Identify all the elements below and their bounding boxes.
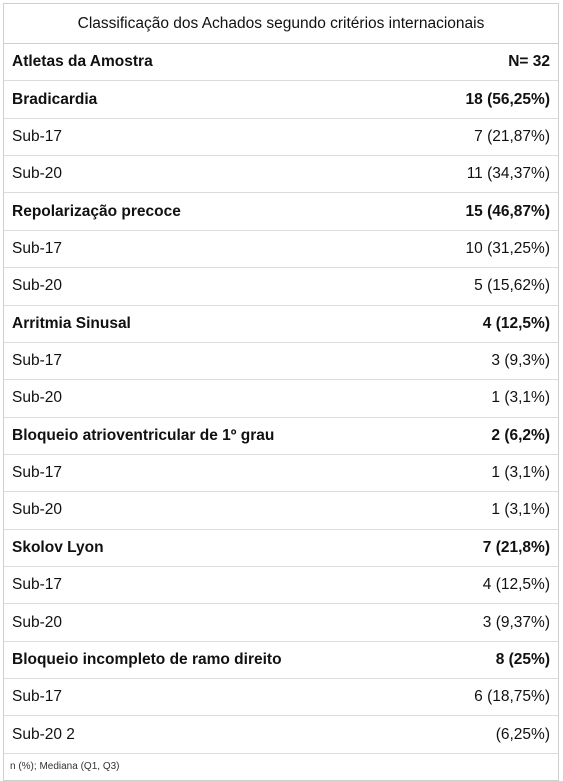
group-label: Skolov Lyon xyxy=(12,538,104,556)
group-label: Repolarização precoce xyxy=(12,202,181,220)
sub-row: Sub-20 5 (15,62%) xyxy=(4,268,558,306)
group-value: 15 (46,87%) xyxy=(465,202,550,220)
table: Classificação dos Achados segundo critér… xyxy=(3,3,559,781)
header-cell: N= 32 xyxy=(508,53,550,71)
group-row: Arritmia Sinusal 4 (12,5%) xyxy=(4,306,558,343)
group-row: Skolov Lyon 7 (21,8%) xyxy=(4,530,558,568)
group-value: 8 (25%) xyxy=(495,650,550,668)
sub-label: Sub-17 xyxy=(12,239,62,257)
sub-row: Sub-17 3 (9,3%) xyxy=(4,343,558,381)
group-value: 4 (12,5%) xyxy=(482,314,550,332)
sub-row: Sub-17 10 (31,25%) xyxy=(4,231,558,269)
sub-label: Sub-20 xyxy=(12,613,62,631)
sub-value: 10 (31,25%) xyxy=(465,239,550,257)
sub-row: Sub-17 7 (21,87%) xyxy=(4,119,558,157)
group-label: Bradicardia xyxy=(12,90,98,108)
sub-row: Sub-20 1 (3,1%) xyxy=(4,492,558,530)
sub-row: Sub-20 1 (3,1%) xyxy=(4,380,558,418)
sub-label: Sub-20 xyxy=(12,389,62,407)
sub-label: Sub-17 xyxy=(12,576,62,594)
group-label: Arritmia Sinusal xyxy=(12,314,131,332)
group-row: Bloqueio incompleto de ramo direito 8 (25… xyxy=(4,642,558,680)
group-value: 2 (6,2%) xyxy=(491,426,550,444)
sub-value: 5 (15,62%) xyxy=(474,277,550,295)
sub-value: 4 (12,5%) xyxy=(482,576,550,594)
group-row: Repolarização precoce 15 (46,87%) xyxy=(4,193,558,231)
sub-row: Sub-17 4 (12,5%) xyxy=(4,567,558,605)
sub-value: (6,25%) xyxy=(495,725,550,743)
header-row: Atletas da Amostra N= 32 xyxy=(4,44,558,82)
sub-label: Sub-17 xyxy=(12,127,62,145)
sub-label: Sub-20 xyxy=(12,277,62,295)
table-title: Classificação dos Achados segundo critér… xyxy=(4,4,558,44)
footnote: n (%); Mediana (Q1, Q3) xyxy=(10,760,120,772)
sub-row: Sub-20 3 (9,37%) xyxy=(4,604,558,642)
group-value: 7 (21,8%) xyxy=(482,538,550,556)
sub-value: 11 (34,37%) xyxy=(466,165,550,183)
sub-row: Sub-20 11 (34,37%) xyxy=(4,156,558,194)
sub-label: Sub-17 xyxy=(12,352,62,370)
group-value: 18 (56,25%) xyxy=(465,90,550,108)
sub-value: 1 (3,1%) xyxy=(491,389,550,407)
sub-row: Sub-20 2 (6,25%) xyxy=(4,716,558,754)
sub-label: Sub-17 xyxy=(12,688,62,706)
sub-label: Sub-17 xyxy=(12,464,62,482)
sub-value: 1 (3,1%) xyxy=(491,501,550,519)
sub-label: Sub-20 xyxy=(12,165,62,183)
sub-label: Sub-20 xyxy=(12,501,62,519)
sub-value: 3 (9,37%) xyxy=(482,613,550,631)
table-body: Bradicardia 18 (56,25%) Sub-17 7 (21,87%) Su… xyxy=(4,81,558,754)
sub-value: 1 (3,1%) xyxy=(491,464,550,482)
group-label: Bloqueio incompleto de ramo direito xyxy=(12,650,282,668)
sub-value: 3 (9,3%) xyxy=(491,352,550,370)
sub-row: Sub-17 6 (18,75%) xyxy=(4,679,558,717)
sub-value: 7 (21,87%) xyxy=(474,127,550,145)
header-cell: Atletas da Amostra xyxy=(12,53,153,71)
group-row: Bloqueio atrioventricular de 1º grau 2 (6… xyxy=(4,418,558,455)
group-row: Bradicardia 18 (56,25%) xyxy=(4,81,558,119)
sub-value: 6 (18,75%) xyxy=(474,688,550,706)
group-label: Bloqueio atrioventricular de 1º grau xyxy=(12,426,275,444)
sub-label: Sub-20 2 xyxy=(12,725,75,743)
sub-row: Sub-17 1 (3,1%) xyxy=(4,455,558,493)
